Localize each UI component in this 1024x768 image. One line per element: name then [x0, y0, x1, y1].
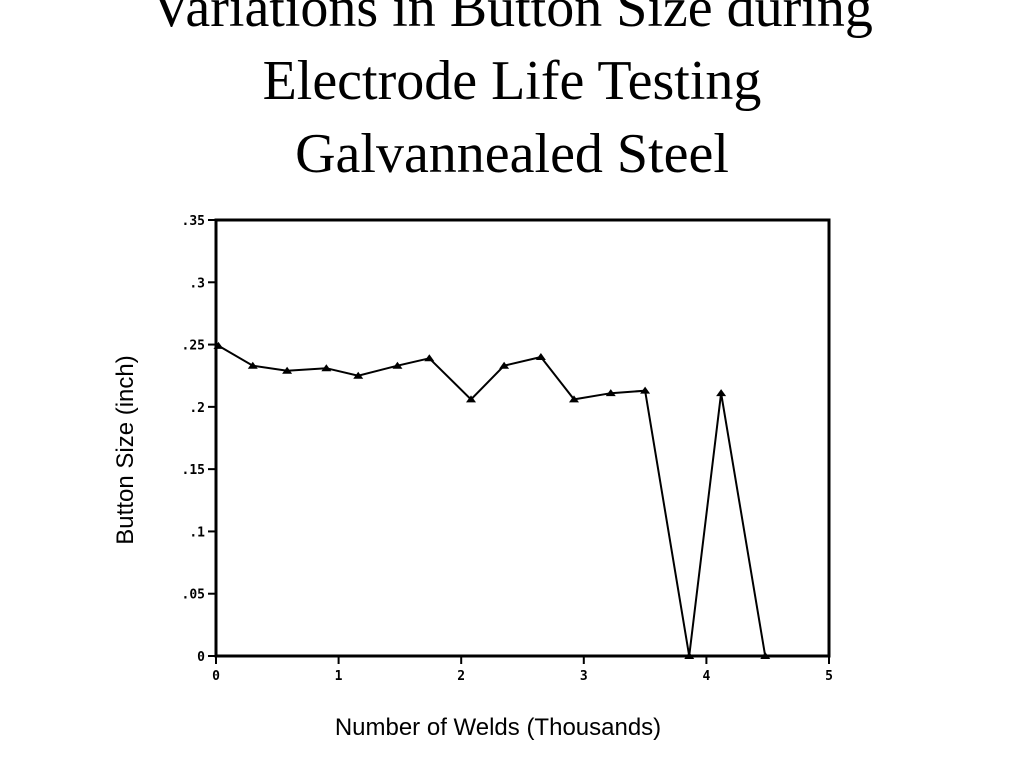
x-axis-title: Number of Welds (Thousands) [335, 714, 661, 741]
data-point [466, 395, 477, 403]
y-tick-label: .25 [182, 339, 205, 354]
data-point [716, 389, 727, 397]
data-point [247, 361, 258, 369]
y-tick-label: .1 [189, 525, 205, 540]
y-axis: 0 .05 .1 .15 .2 .25 .3 .35 [182, 214, 216, 665]
slide-title-line-1: Variations in Button Size during [151, 0, 873, 39]
y-tick-label: 0 [197, 650, 205, 665]
data-point [282, 366, 293, 374]
data-point [213, 341, 224, 349]
data-point [605, 389, 616, 397]
data-point [760, 652, 771, 659]
data-point [353, 371, 364, 379]
data-point [321, 364, 332, 372]
y-tick-label: .15 [182, 463, 205, 478]
slide-title: Variations in Button Size during Electro… [0, 0, 1024, 191]
data-point [499, 361, 510, 369]
x-tick-label: 5 [825, 669, 833, 684]
data-point [535, 353, 546, 361]
x-tick-label: 0 [212, 669, 220, 684]
data-point [424, 354, 435, 362]
data-point [640, 386, 651, 394]
y-axis-title: Button Size (inch) [112, 355, 139, 544]
y-tick-label: .35 [182, 214, 205, 229]
data-points [213, 341, 771, 659]
y-tick-label: .05 [182, 588, 205, 603]
x-tick-label: 1 [335, 669, 343, 684]
x-axis: 0 1 2 3 4 5 [212, 656, 833, 684]
slide-title-line-2: Electrode Life Testing [262, 50, 762, 112]
x-tick-label: 2 [457, 669, 465, 684]
series-line [217, 344, 767, 657]
data-point [684, 652, 695, 659]
x-tick-label: 4 [702, 669, 710, 684]
data-point [568, 395, 579, 403]
y-tick-label: .2 [189, 401, 205, 416]
plot-frame [214, 218, 831, 658]
slide-title-line-3: Galvannealed Steel [295, 123, 729, 185]
y-tick-label: .3 [189, 276, 205, 291]
data-point [392, 361, 403, 369]
x-tick-label: 3 [580, 669, 588, 684]
